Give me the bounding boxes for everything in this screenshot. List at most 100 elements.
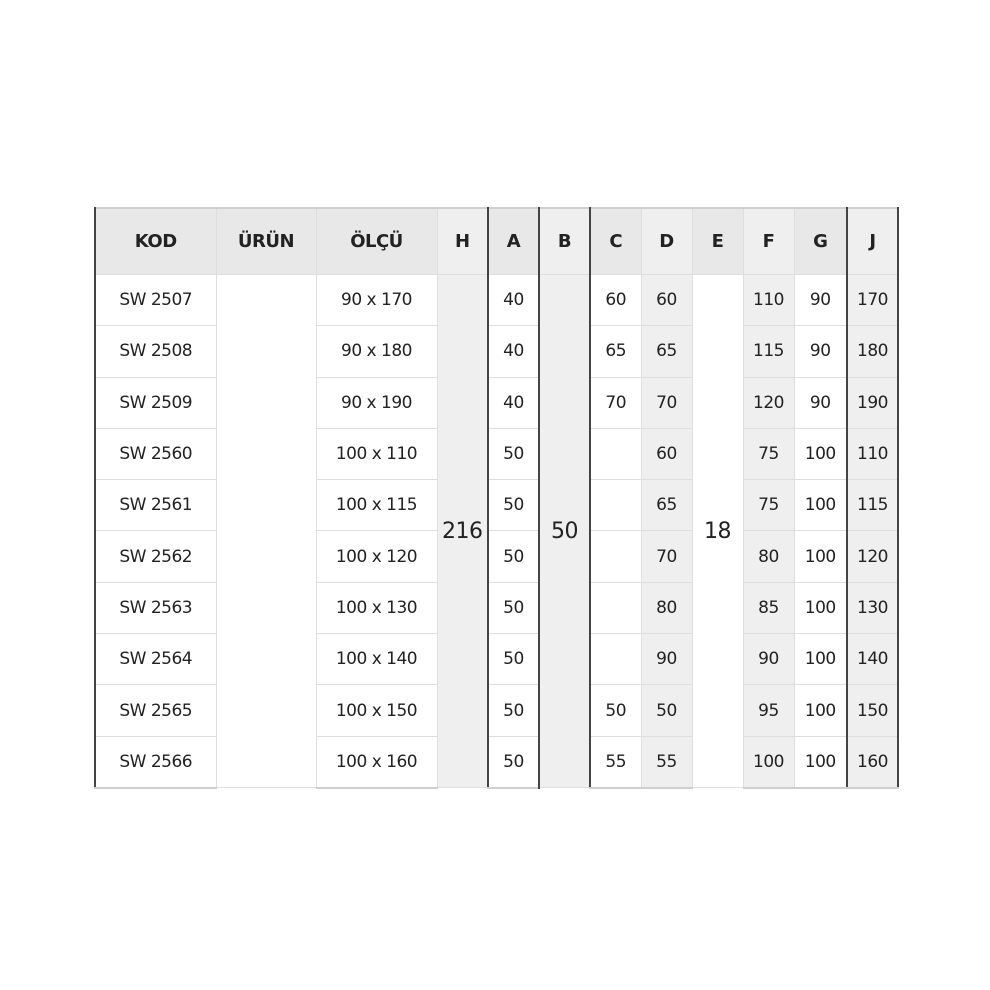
table-row: SW 2562 100 x 120 50 70 80 100 120 bbox=[94, 530, 899, 583]
cell-j: 160 bbox=[846, 735, 899, 789]
cell-j: 110 bbox=[846, 427, 899, 481]
column-header-2: ÜRÜN bbox=[215, 207, 317, 275]
column-header-7: C bbox=[589, 207, 642, 275]
cell-olcu: 100 x 115 bbox=[315, 479, 438, 532]
column-header-4: H bbox=[436, 207, 489, 275]
cell-kod: SW 2507 bbox=[94, 273, 217, 327]
cell-c bbox=[589, 581, 642, 635]
cell-kod: SW 2562 bbox=[94, 530, 217, 583]
cell-j: 115 bbox=[846, 479, 899, 532]
cell-j: 190 bbox=[846, 376, 899, 429]
cell-h-shared: 216 bbox=[436, 273, 489, 789]
cell-olcu: 100 x 160 bbox=[315, 735, 438, 789]
cell-kod: SW 2566 bbox=[94, 735, 217, 789]
cell-olcu: 100 x 110 bbox=[315, 427, 438, 481]
cell-j: 180 bbox=[846, 325, 899, 378]
cell-g: 100 bbox=[793, 581, 848, 635]
cell-a: 50 bbox=[487, 427, 540, 481]
cell-g: 90 bbox=[793, 376, 848, 429]
cell-c bbox=[589, 633, 642, 686]
cell-c bbox=[589, 530, 642, 583]
table-row: SW 2563 100 x 130 50 80 85 100 130 bbox=[94, 581, 899, 635]
column-header-1: KOD bbox=[94, 207, 217, 275]
table-row: SW 2561 100 x 115 50 65 75 100 115 bbox=[94, 479, 899, 532]
table-row: SW 2509 90 x 190 40 70 70 120 90 190 bbox=[94, 376, 899, 429]
cell-c: 70 bbox=[589, 376, 642, 429]
column-header-9: E bbox=[691, 207, 744, 275]
cell-a: 50 bbox=[487, 735, 540, 789]
cell-d: 60 bbox=[640, 427, 693, 481]
cell-j: 120 bbox=[846, 530, 899, 583]
cell-c: 60 bbox=[589, 273, 642, 327]
cell-g: 100 bbox=[793, 684, 848, 737]
cell-a: 50 bbox=[487, 530, 540, 583]
cell-olcu: 90 x 190 bbox=[315, 376, 438, 429]
cell-d: 70 bbox=[640, 376, 693, 429]
cell-f: 90 bbox=[742, 633, 795, 686]
table-row: SW 2564 100 x 140 50 90 90 100 140 bbox=[94, 633, 899, 686]
cell-f: 115 bbox=[742, 325, 795, 378]
cell-f: 95 bbox=[742, 684, 795, 737]
table-row: SW 2565 100 x 150 50 50 50 95 100 150 bbox=[94, 684, 899, 737]
cell-g: 100 bbox=[793, 735, 848, 789]
cell-a: 50 bbox=[487, 684, 540, 737]
table-row: SW 2507 90 x 170 216 40 50 60 60 18 110 90 170 bbox=[94, 273, 899, 789]
cell-olcu: 100 x 120 bbox=[315, 530, 438, 583]
column-header-11: G bbox=[793, 207, 848, 275]
cell-f: 100 bbox=[742, 735, 795, 789]
column-header-8: D bbox=[640, 207, 693, 275]
cell-e-shared: 18 bbox=[691, 273, 744, 789]
table-row: SW 2508 90 x 180 40 65 65 115 90 180 bbox=[94, 325, 899, 378]
cell-kod: SW 2565 bbox=[94, 684, 217, 737]
cell-g: 100 bbox=[793, 427, 848, 481]
cell-kod: SW 2508 bbox=[94, 325, 217, 378]
cell-j: 150 bbox=[846, 684, 899, 737]
cell-olcu: 100 x 130 bbox=[315, 581, 438, 635]
cell-olcu: 100 x 150 bbox=[315, 684, 438, 737]
cell-a: 50 bbox=[487, 581, 540, 635]
cell-kod: SW 2560 bbox=[94, 427, 217, 481]
cell-kod: SW 2564 bbox=[94, 633, 217, 686]
cell-g: 90 bbox=[793, 325, 848, 378]
column-header-6: B bbox=[538, 207, 591, 275]
cell-olcu: 90 x 180 bbox=[315, 325, 438, 378]
cell-c: 50 bbox=[589, 684, 642, 737]
cell-f: 110 bbox=[742, 273, 795, 327]
cell-a: 40 bbox=[487, 376, 540, 429]
cell-urun-image bbox=[215, 273, 317, 789]
table-row: SW 2566 100 x 160 50 55 55 100 100 160 bbox=[94, 735, 899, 789]
cell-kod: SW 2563 bbox=[94, 581, 217, 635]
cell-f: 85 bbox=[742, 581, 795, 635]
cell-d: 55 bbox=[640, 735, 693, 789]
cell-j: 140 bbox=[846, 633, 899, 686]
cell-a: 40 bbox=[487, 273, 540, 327]
cell-f: 75 bbox=[742, 479, 795, 532]
cell-f: 120 bbox=[742, 376, 795, 429]
header-row: KOD ÜRÜN ÖLÇÜ H A B C D E F G J bbox=[94, 207, 899, 275]
cell-j: 170 bbox=[846, 273, 899, 327]
product-dimensions-table: KOD ÜRÜN ÖLÇÜ H A B C D E F G J SW 2507 90 x 170 216 4… bbox=[94, 207, 899, 789]
column-header-12: J bbox=[846, 207, 899, 275]
cell-c: 55 bbox=[589, 735, 642, 789]
cell-c bbox=[589, 479, 642, 532]
column-header-5: A bbox=[487, 207, 540, 275]
cell-b-shared: 50 bbox=[538, 273, 591, 789]
cell-g: 100 bbox=[793, 530, 848, 583]
cell-d: 60 bbox=[640, 273, 693, 327]
cell-d: 50 bbox=[640, 684, 693, 737]
cell-g: 90 bbox=[793, 273, 848, 327]
cell-f: 75 bbox=[742, 427, 795, 481]
cell-g: 100 bbox=[793, 479, 848, 532]
cell-f: 80 bbox=[742, 530, 795, 583]
cell-a: 50 bbox=[487, 633, 540, 686]
table-row: SW 2560 100 x 110 50 60 75 100 110 bbox=[94, 427, 899, 481]
cell-olcu: 90 x 170 bbox=[315, 273, 438, 327]
cell-olcu: 100 x 140 bbox=[315, 633, 438, 686]
cell-d: 65 bbox=[640, 479, 693, 532]
cell-d: 90 bbox=[640, 633, 693, 686]
product-dimensions-table-container: KOD ÜRÜN ÖLÇÜ H A B C D E F G J SW 2507 90 x 170 216 4… bbox=[94, 207, 899, 789]
cell-kod: SW 2561 bbox=[94, 479, 217, 532]
cell-d: 80 bbox=[640, 581, 693, 635]
cell-g: 100 bbox=[793, 633, 848, 686]
cell-c bbox=[589, 427, 642, 481]
